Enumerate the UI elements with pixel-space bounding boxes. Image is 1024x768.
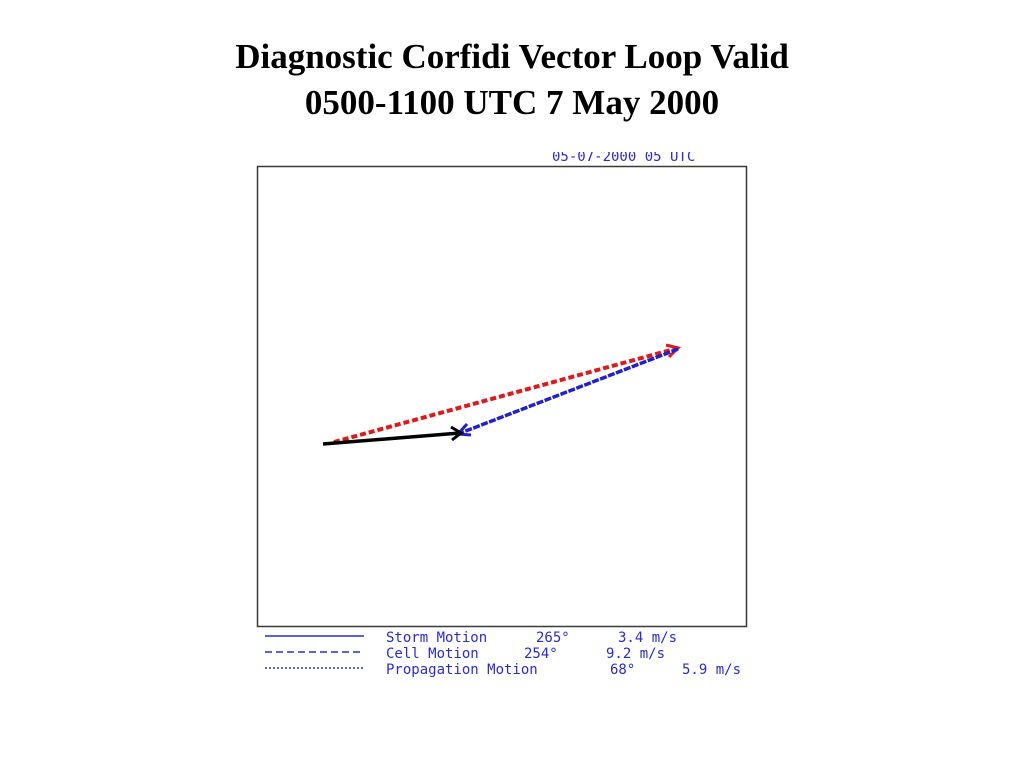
propagation-vector-arrowhead (665, 343, 681, 359)
title-line-1: Diagnostic Corfidi Vector Loop Valid (235, 37, 789, 76)
slide-title: Diagnostic Corfidi Vector Loop Valid 050… (0, 34, 1024, 126)
legend-row-propagation: Propagation Motion 68° 5.9 m/s (265, 662, 741, 678)
legend-cell-name: Cell Motion (386, 646, 479, 662)
legend-propagation-direction: 68° (610, 662, 635, 678)
legend: Storm Motion 265° 3.4 m/s Cell Motion 25… (265, 630, 741, 678)
legend-storm-speed: 3.4 m/s (618, 630, 677, 646)
storm-vector (322, 425, 464, 446)
propagation-vector-line (333, 346, 679, 444)
storm-vector-line (322, 431, 461, 446)
storm-vector-arrowhead (450, 425, 464, 442)
legend-cell-speed: 9.2 m/s (606, 646, 665, 662)
propagation-vector (333, 343, 681, 444)
legend-propagation-speed: 5.9 m/s (682, 662, 741, 678)
legend-cell-direction: 254° (524, 646, 558, 662)
title-line-2: 0500-1100 UTC 7 May 2000 (304, 83, 720, 122)
legend-storm-name: Storm Motion (386, 630, 487, 646)
plot-timestamp: 05-07-2000 05 UTC (552, 149, 695, 165)
cell-vector-line (457, 347, 679, 436)
legend-row-cell: Cell Motion 254° 9.2 m/s (265, 646, 665, 662)
legend-propagation-name: Propagation Motion (386, 662, 538, 678)
legend-storm-direction: 265° (536, 630, 570, 646)
timestamp-crop (540, 145, 760, 152)
legend-row-storm: Storm Motion 265° 3.4 m/s (265, 630, 677, 646)
